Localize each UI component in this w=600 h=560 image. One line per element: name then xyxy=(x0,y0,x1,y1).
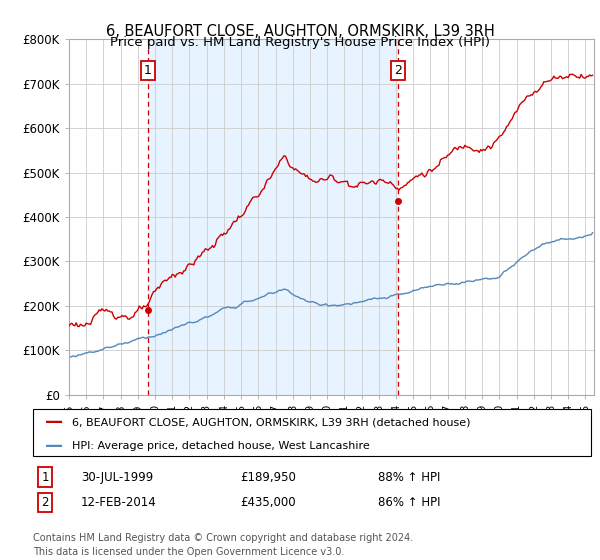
Text: —: — xyxy=(45,437,63,455)
Text: 2: 2 xyxy=(394,64,402,77)
Text: 30-JUL-1999: 30-JUL-1999 xyxy=(81,470,153,484)
Text: 6, BEAUFORT CLOSE, AUGHTON, ORMSKIRK, L39 3RH (detached house): 6, BEAUFORT CLOSE, AUGHTON, ORMSKIRK, L3… xyxy=(72,417,470,427)
Text: 1: 1 xyxy=(144,64,152,77)
Text: £189,950: £189,950 xyxy=(240,470,296,484)
Text: 2: 2 xyxy=(41,496,49,509)
Text: 86% ↑ HPI: 86% ↑ HPI xyxy=(378,496,440,509)
Text: Contains HM Land Registry data © Crown copyright and database right 2024.
This d: Contains HM Land Registry data © Crown c… xyxy=(33,533,413,557)
Text: HPI: Average price, detached house, West Lancashire: HPI: Average price, detached house, West… xyxy=(72,441,370,451)
Text: 12-FEB-2014: 12-FEB-2014 xyxy=(81,496,157,509)
Text: 1: 1 xyxy=(41,470,49,484)
Bar xyxy=(148,39,398,395)
Text: 6, BEAUFORT CLOSE, AUGHTON, ORMSKIRK, L39 3RH: 6, BEAUFORT CLOSE, AUGHTON, ORMSKIRK, L3… xyxy=(106,24,494,39)
Text: Price paid vs. HM Land Registry's House Price Index (HPI): Price paid vs. HM Land Registry's House … xyxy=(110,36,490,49)
Text: 88% ↑ HPI: 88% ↑ HPI xyxy=(378,470,440,484)
Text: £435,000: £435,000 xyxy=(240,496,296,509)
Text: —: — xyxy=(45,413,63,431)
